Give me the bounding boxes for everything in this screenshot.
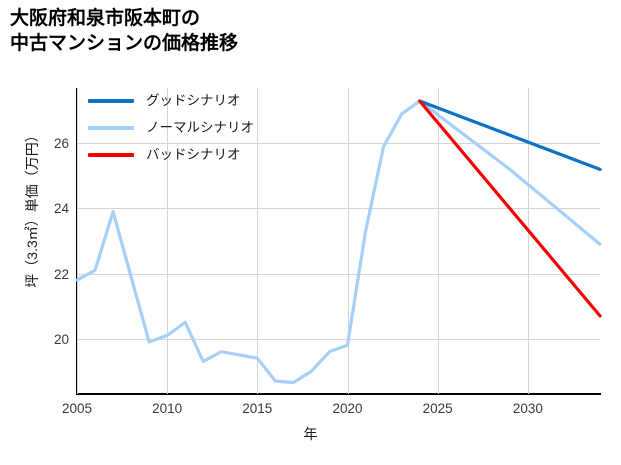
gridline-x xyxy=(527,88,529,394)
chart-title: 大阪府和泉市阪本町の 中古マンションの価格推移 xyxy=(10,8,239,55)
gridline-x xyxy=(167,88,169,394)
chart-legend: グッドシナリオ ノーマルシナリオ バッドシナリオ xyxy=(88,92,254,164)
y-tick-label: 24 xyxy=(53,201,69,217)
legend-item-bad[interactable]: バッドシナリオ xyxy=(88,146,254,164)
series-line-normal xyxy=(75,99,602,385)
plot-area xyxy=(75,88,602,394)
x-tick-label: 2015 xyxy=(242,401,273,416)
gridline-y xyxy=(77,338,600,340)
series-line-good xyxy=(418,99,602,171)
series-layer xyxy=(75,99,602,385)
gridline-x xyxy=(257,88,259,394)
gridline-y xyxy=(77,273,600,275)
legend-label-good: グッドシナリオ xyxy=(146,93,241,109)
gridline-x xyxy=(347,88,349,394)
legend-item-good[interactable]: グッドシナリオ xyxy=(88,92,254,110)
series-line-bad xyxy=(418,99,602,318)
legend-swatch-bad xyxy=(88,153,134,157)
y-axis-title: 坪（3.3㎡）単価（万円） xyxy=(24,128,40,288)
gridline-y xyxy=(77,208,600,210)
y-tick-label: 22 xyxy=(53,266,69,282)
x-tick-label: 2010 xyxy=(152,401,183,416)
gridline-y xyxy=(77,143,600,145)
x-axis-title: 年 xyxy=(303,426,318,442)
legend-label-normal: ノーマルシナリオ xyxy=(146,120,254,136)
y-tick-label: 20 xyxy=(53,331,69,347)
legend-label-bad: バッドシナリオ xyxy=(146,147,241,163)
legend-swatch-good xyxy=(88,99,134,103)
legend-item-normal[interactable]: ノーマルシナリオ xyxy=(88,119,254,137)
y-tick-label: 26 xyxy=(53,136,69,152)
legend-swatch-normal xyxy=(88,126,134,130)
x-axis-spine xyxy=(76,393,601,395)
x-tick-label: 2020 xyxy=(332,401,363,416)
x-tick-label: 2025 xyxy=(422,401,453,416)
x-tick-label: 2005 xyxy=(61,401,93,416)
gridline-x xyxy=(437,88,439,394)
gridline-x xyxy=(77,88,78,394)
x-tick-label: 2030 xyxy=(512,401,543,416)
